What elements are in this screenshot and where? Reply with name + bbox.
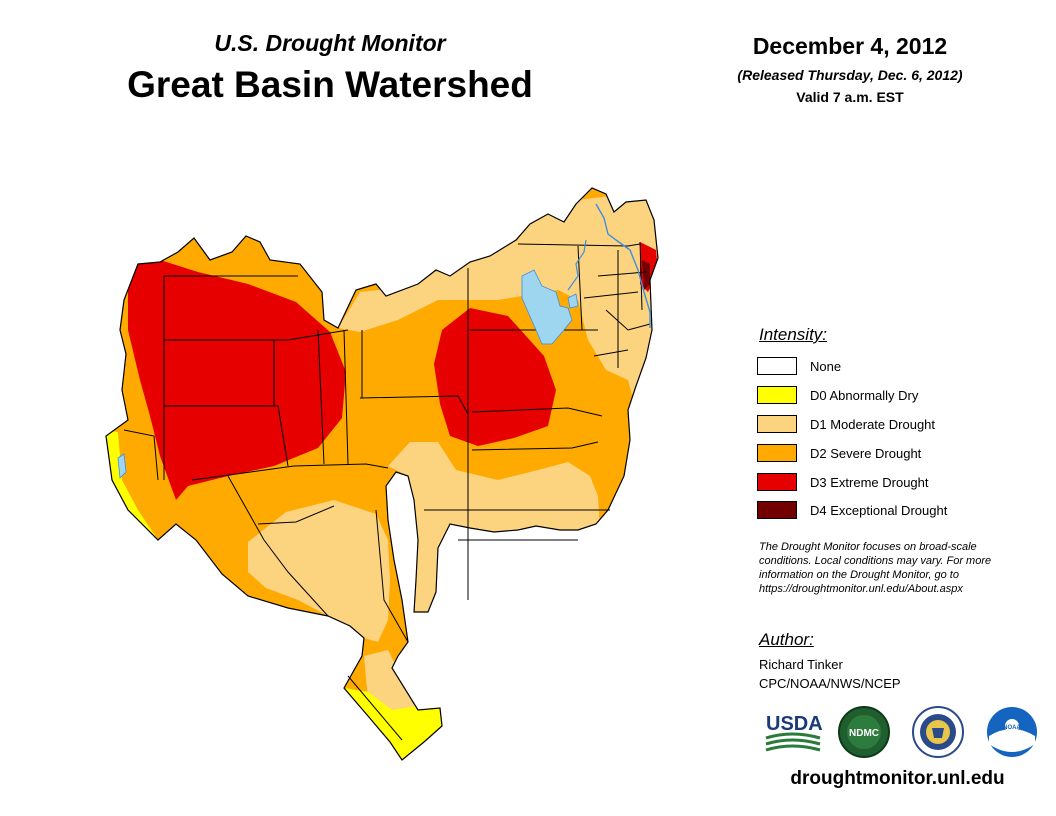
usda-logo: USDA [765, 713, 823, 752]
legend-label: D3 Extreme Drought [810, 474, 929, 490]
legend-label: None [810, 358, 842, 374]
county-boundaries [123, 241, 651, 741]
map-date: December 4, 2012 [752, 33, 948, 59]
release-date: (Released Thursday, Dec. 6, 2012) [737, 67, 963, 83]
note-line: conditions. Local conditions may vary. F… [759, 555, 992, 567]
great-salt-lake [521, 269, 573, 345]
d0-south-area [344, 688, 442, 760]
legend-item-none: None [757, 355, 841, 377]
bear-river [595, 203, 651, 328]
legend-label: D0 Abnormally Dry [810, 387, 919, 403]
noaa-logo: NOAA [987, 707, 1037, 757]
legend-item-d0: D0 Abnormally Dry [757, 384, 918, 406]
legend-swatch [757, 386, 797, 404]
ndmc-text: NDMC [849, 728, 879, 739]
basin-outline [105, 187, 659, 761]
legend-label: D2 Severe Drought [810, 445, 922, 461]
agency-logos: USDA NDMC NOAA [765, 706, 1037, 758]
note-line: The Drought Monitor focuses on broad-sca… [759, 541, 977, 553]
map-title: Great Basin Watershed [127, 64, 533, 105]
noaa-text: NOAA [1003, 725, 1021, 731]
author-heading: Author: [759, 630, 814, 649]
legend-label: D1 Moderate Drought [810, 416, 936, 432]
disclaimer-note: The Drought Monitor focuses on broad-sca… [759, 540, 1044, 596]
drought-map [105, 187, 659, 761]
d3-east-area [434, 308, 556, 446]
legend-swatch [757, 473, 797, 491]
author-org: CPC/NOAA/NWS/NCEP [759, 676, 901, 691]
map-subtitle: U.S. Drought Monitor [214, 30, 446, 56]
legend-swatch [757, 444, 797, 462]
d1-north-area [338, 190, 658, 430]
d0-west-area [106, 430, 158, 550]
valid-time: Valid 7 a.m. EST [796, 89, 904, 105]
utah-lake [567, 293, 579, 309]
legend-title: Intensity: [759, 325, 828, 344]
note-line: information on the Drought Monitor, go t… [759, 569, 959, 581]
legend-swatch [757, 357, 797, 375]
ndmc-logo: NDMC [838, 706, 890, 758]
lake-tahoe [117, 453, 127, 479]
note-link[interactable]: https://droughtmonitor.unl.edu/About.asp… [759, 583, 963, 595]
d3-west-area [128, 260, 346, 500]
commerce-seal [912, 706, 964, 758]
usda-text: USDA [766, 713, 823, 735]
legend-label: D4 Exceptional Drought [810, 502, 948, 518]
legend-item-d1: D1 Moderate Drought [757, 413, 935, 435]
legend-swatch [757, 501, 797, 519]
weber-river [567, 239, 587, 291]
legend-swatch [757, 415, 797, 433]
legend-item-d2: D2 Severe Drought [757, 442, 921, 464]
author-name: Richard Tinker [759, 657, 843, 672]
site-url[interactable]: droughtmonitor.unl.edu [790, 768, 1005, 789]
d4-area [642, 260, 650, 290]
legend-item-d4: D4 Exceptional Drought [757, 499, 947, 521]
d1-nevada-area [248, 500, 390, 642]
legend-item-d3: D3 Extreme Drought [757, 471, 929, 493]
